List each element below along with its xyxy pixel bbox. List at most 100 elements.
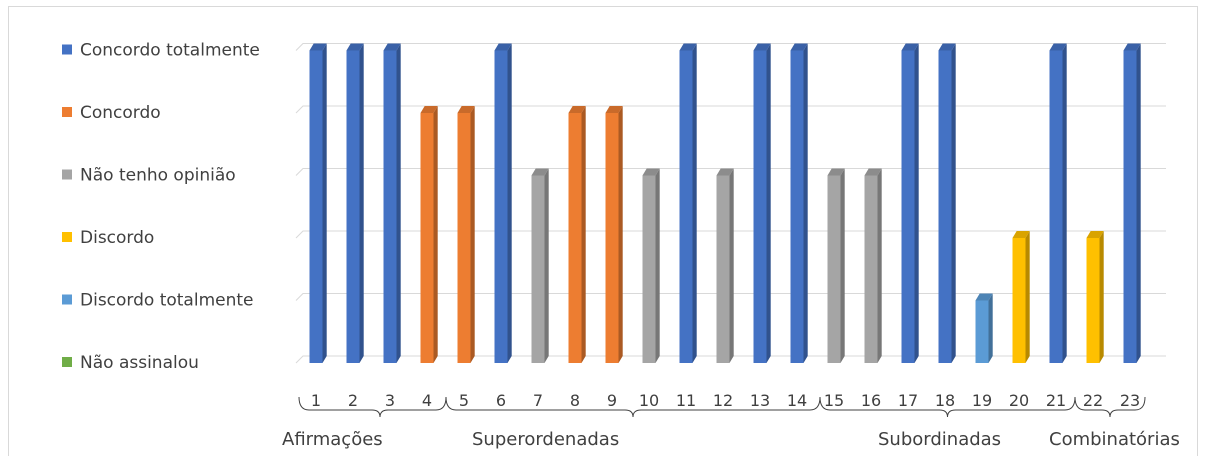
bar-side <box>767 44 771 364</box>
bar-front <box>1013 238 1026 363</box>
bar-side <box>582 106 586 363</box>
x-tick-label: 1 <box>311 391 321 410</box>
bar-front <box>384 51 397 364</box>
bar-front <box>421 113 434 363</box>
bar-front <box>680 51 693 364</box>
x-tick-label: 5 <box>459 391 469 410</box>
bar-front <box>458 113 471 363</box>
level-swatch <box>62 232 72 242</box>
level-label: Não assinalou <box>80 353 199 373</box>
bar-side <box>619 106 623 363</box>
level-label: Discordo <box>80 228 154 248</box>
bar-front <box>1087 238 1100 363</box>
bar-front <box>569 113 582 363</box>
bar-front <box>828 176 841 364</box>
bar <box>1050 44 1067 364</box>
bars <box>310 44 1141 364</box>
bar-side <box>360 44 364 364</box>
bar-side <box>878 169 882 364</box>
bar <box>569 106 586 363</box>
bar <box>791 44 808 364</box>
level-swatch <box>62 357 72 367</box>
bar-front <box>865 176 878 364</box>
x-tick-label: 2 <box>348 391 358 410</box>
x-tick-label: 21 <box>1046 391 1066 410</box>
bar <box>1124 44 1141 364</box>
level-swatch <box>62 107 72 117</box>
x-tick-label: 3 <box>385 391 395 410</box>
level-label: Concordo totalmente <box>80 41 260 61</box>
level-labels: Não assinalou Discordo totalmente Discordo… <box>62 41 260 374</box>
bar-front <box>717 176 730 364</box>
x-tick-label: 18 <box>935 391 955 410</box>
bar-front <box>939 51 952 364</box>
bar-side <box>1100 231 1104 363</box>
group-label: Afirmações <box>282 429 383 450</box>
bar-front <box>1124 51 1137 364</box>
x-tick-label: 9 <box>607 391 617 410</box>
bar-side <box>730 169 734 364</box>
bar-front <box>1050 51 1063 364</box>
x-tick-label: 23 <box>1120 391 1140 410</box>
bar-side <box>508 44 512 364</box>
level-swatch <box>62 170 72 180</box>
gridline <box>296 44 1166 51</box>
bar-side <box>952 44 956 364</box>
bar-side <box>545 169 549 364</box>
level-label: Não tenho opinião <box>80 166 236 186</box>
x-tick-labels: 1 2 3 4 5 6 7 8 9 10 11 12 13 14 15 16 17 18 19 20 21 22 23 <box>311 391 1140 410</box>
bar <box>976 294 993 364</box>
bar <box>495 44 512 364</box>
x-tick-label: 17 <box>898 391 918 410</box>
x-tick-label: 4 <box>422 391 432 410</box>
bar <box>828 169 845 364</box>
bar-front <box>495 51 508 364</box>
group-label: Superordenadas <box>472 429 619 450</box>
bar-side <box>804 44 808 364</box>
x-tick-label: 19 <box>972 391 992 410</box>
x-tick-label: 7 <box>533 391 543 410</box>
bar-front <box>902 51 915 364</box>
bar-side <box>434 106 438 363</box>
level-label: Concordo <box>80 103 161 123</box>
level-label: Discordo totalmente <box>80 291 254 311</box>
x-tick-label: 14 <box>787 391 807 410</box>
bar-front <box>791 51 804 364</box>
bar-front <box>532 176 545 364</box>
bar <box>717 169 734 364</box>
x-tick-label: 22 <box>1083 391 1103 410</box>
bar <box>1013 231 1030 363</box>
bar-side <box>656 169 660 364</box>
bar <box>643 169 660 364</box>
bar <box>606 106 623 363</box>
x-tick-label: 20 <box>1009 391 1029 410</box>
bar <box>458 106 475 363</box>
bar-side <box>323 44 327 364</box>
bar-front <box>754 51 767 364</box>
bar-side <box>915 44 919 364</box>
x-tick-label: 13 <box>750 391 770 410</box>
bar <box>902 44 919 364</box>
bar <box>421 106 438 363</box>
level-swatch <box>62 45 72 55</box>
bar-side <box>989 294 993 364</box>
x-tick-label: 15 <box>824 391 844 410</box>
bar-front <box>347 51 360 364</box>
bar <box>347 44 364 364</box>
bar-front <box>643 176 656 364</box>
bar <box>865 169 882 364</box>
x-tick-label: 10 <box>639 391 659 410</box>
bar <box>532 169 549 364</box>
x-tick-label: 16 <box>861 391 881 410</box>
x-tick-label: 12 <box>713 391 733 410</box>
bar <box>680 44 697 364</box>
bar-front <box>976 301 989 364</box>
bar-front <box>606 113 619 363</box>
bar-side <box>1063 44 1067 364</box>
bar <box>384 44 401 364</box>
group-label: Combinatórias <box>1049 429 1180 450</box>
bar <box>1087 231 1104 363</box>
bar-side <box>471 106 475 363</box>
bar-side <box>397 44 401 364</box>
